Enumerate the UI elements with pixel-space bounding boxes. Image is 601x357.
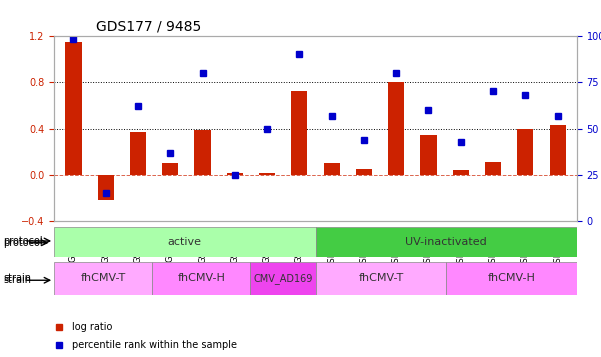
Text: UV-inactivated: UV-inactivated — [405, 237, 487, 247]
Bar — [162, 164, 178, 175]
Bar — [291, 91, 308, 175]
Bar — [323, 164, 340, 175]
FancyBboxPatch shape — [54, 262, 152, 295]
FancyBboxPatch shape — [152, 262, 250, 295]
Text: protocol: protocol — [3, 236, 43, 246]
Text: fhCMV-T: fhCMV-T — [358, 273, 403, 283]
Bar — [517, 129, 534, 175]
Text: CMV_AD169: CMV_AD169 — [253, 273, 313, 284]
Text: percentile rank within the sample: percentile rank within the sample — [72, 340, 237, 351]
FancyBboxPatch shape — [446, 262, 577, 295]
Text: fhCMV-H: fhCMV-H — [487, 273, 535, 283]
Bar — [97, 175, 114, 201]
Bar — [259, 173, 275, 175]
FancyBboxPatch shape — [316, 227, 577, 257]
Bar — [195, 130, 210, 175]
Bar — [549, 125, 566, 175]
Bar — [356, 169, 372, 175]
FancyBboxPatch shape — [316, 262, 446, 295]
FancyBboxPatch shape — [54, 227, 316, 257]
Bar — [227, 173, 243, 175]
Text: active: active — [168, 237, 202, 247]
Bar — [485, 162, 501, 175]
Text: strain: strain — [3, 273, 31, 283]
Bar — [66, 41, 82, 175]
Bar — [388, 82, 404, 175]
Text: fhCMV-T: fhCMV-T — [81, 273, 126, 283]
Text: fhCMV-H: fhCMV-H — [177, 273, 225, 283]
Text: GDS177 / 9485: GDS177 / 9485 — [96, 19, 201, 33]
Text: log ratio: log ratio — [72, 322, 113, 332]
FancyBboxPatch shape — [250, 262, 316, 295]
Text: strain: strain — [3, 275, 31, 285]
Bar — [453, 170, 469, 175]
Bar — [130, 132, 146, 175]
Bar — [421, 136, 436, 175]
Text: protocol: protocol — [3, 238, 43, 248]
